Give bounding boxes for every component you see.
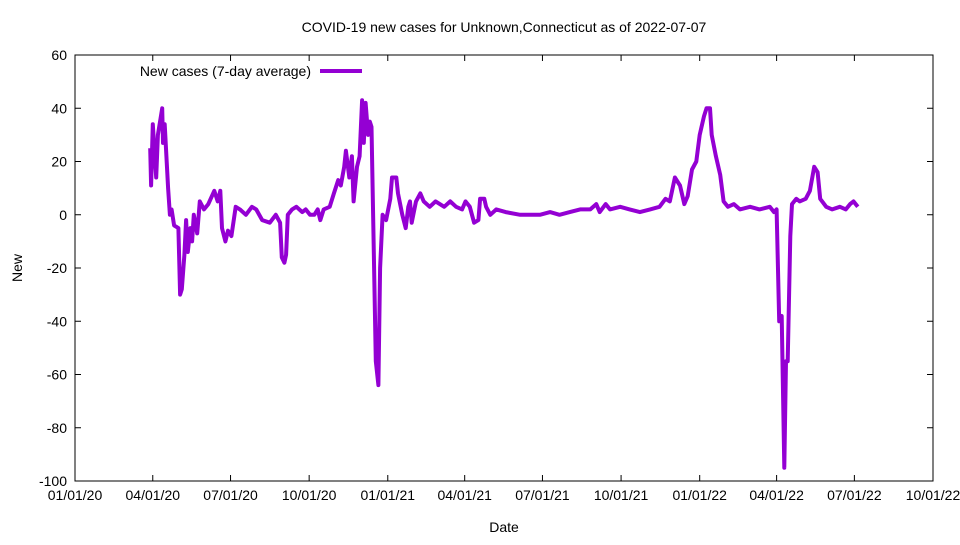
y-axis-label: New	[9, 253, 25, 282]
x-tick-label: 04/01/21	[437, 487, 492, 503]
x-tick-label: 01/01/22	[672, 487, 727, 503]
series-line	[148, 98, 860, 470]
legend: New cases (7-day average)	[140, 63, 362, 79]
x-tick-label: 07/01/20	[203, 487, 258, 503]
y-axis: 60 40 20 0 -20 -40 -60 -80 -100	[39, 47, 933, 489]
y-tick-label: -20	[47, 260, 67, 276]
x-tick-label: 01/01/20	[48, 487, 103, 503]
y-tick-label: 40	[51, 100, 67, 116]
x-tick-label: 04/01/22	[749, 487, 804, 503]
x-tick-label: 07/01/21	[515, 487, 570, 503]
y-tick-label: -40	[47, 313, 67, 329]
y-tick-label: 20	[51, 154, 67, 170]
x-tick-label: 10/01/21	[594, 487, 649, 503]
y-tick-label: -60	[47, 367, 67, 383]
y-tick-label: -80	[47, 420, 67, 436]
legend-label: New cases (7-day average)	[140, 63, 311, 79]
x-axis-label: Date	[489, 519, 519, 535]
x-tick-label: 07/01/22	[827, 487, 882, 503]
y-tick-label: 60	[51, 47, 67, 63]
y-tick-label: 0	[59, 207, 67, 223]
x-axis: 01/01/20 04/01/20 07/01/20 10/01/20 01/01/21…	[48, 55, 960, 503]
x-tick-label: 10/01/20	[282, 487, 337, 503]
series-group	[148, 98, 860, 470]
y-tick-label: -100	[39, 473, 67, 489]
x-tick-label: 01/01/21	[361, 487, 416, 503]
x-tick-label: 10/01/22	[906, 487, 960, 503]
x-tick-label: 04/01/20	[126, 487, 181, 503]
chart-title: COVID-19 new cases for Unknown,Connectic…	[302, 19, 707, 35]
plot-border	[74, 54, 934, 482]
